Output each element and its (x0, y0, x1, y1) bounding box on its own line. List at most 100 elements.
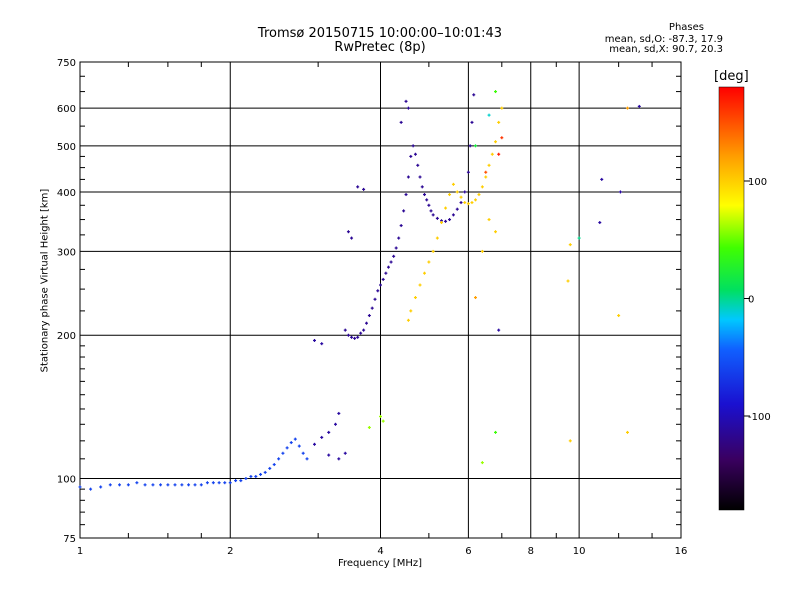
data-point (413, 152, 417, 156)
data-point (223, 481, 227, 485)
data-point (455, 207, 459, 211)
x-tick-label: 2 (227, 546, 233, 557)
x-tick-label: 6 (465, 546, 471, 557)
data-point (118, 483, 122, 487)
data-point (487, 113, 491, 117)
data-point (293, 437, 297, 441)
y-tick-label: 500 (57, 142, 76, 153)
data-point (487, 163, 491, 167)
data-point (305, 457, 309, 461)
data-point (497, 328, 501, 332)
data-point (618, 190, 622, 194)
data-point (320, 435, 324, 439)
data-point (420, 185, 424, 189)
data-point (389, 260, 393, 264)
data-point (455, 190, 459, 194)
data-point (399, 224, 403, 228)
phases-x-mode-stats: mean, sd,X: 90.7, 20.3 (609, 44, 723, 55)
data-point (494, 430, 498, 434)
data-point (600, 177, 604, 181)
data-point (451, 213, 455, 217)
data-point (435, 236, 439, 240)
data-point (470, 201, 474, 205)
data-point (472, 93, 476, 97)
data-point (108, 483, 112, 487)
data-point (459, 201, 463, 205)
data-point (484, 170, 488, 174)
x-tick-label: 8 (528, 546, 534, 557)
data-point (99, 485, 103, 489)
data-point (272, 463, 276, 467)
phases-title: Phases (668, 22, 704, 33)
data-point (379, 414, 382, 418)
data-point (211, 481, 215, 485)
data-point (365, 321, 369, 325)
data-point (297, 444, 301, 448)
data-point (199, 483, 203, 487)
colorbar-tick-label: -100 (748, 412, 771, 423)
data-point (494, 140, 498, 144)
colorbar-ticks: 100 0 -100 (744, 177, 771, 423)
data-point (249, 474, 253, 478)
data-point (373, 297, 377, 301)
data-point (173, 483, 177, 487)
data-point (301, 451, 305, 455)
data-point (353, 336, 357, 340)
data-point (166, 483, 170, 487)
data-point (568, 439, 572, 443)
data-point (367, 314, 371, 318)
data-point (89, 487, 93, 491)
data-point (484, 175, 488, 179)
data-point (497, 120, 501, 124)
data-point (320, 342, 324, 346)
data-point (637, 104, 641, 108)
data-point (418, 283, 422, 287)
colorbar-tick-label: 100 (748, 177, 767, 188)
data-point (285, 446, 289, 450)
data-point (259, 472, 263, 476)
data-point (625, 106, 629, 110)
data-point (362, 328, 366, 332)
data-point (444, 219, 448, 223)
data-point (566, 279, 570, 283)
data-points (78, 90, 641, 491)
data-point (418, 175, 422, 179)
data-point (234, 479, 238, 483)
data-point (500, 136, 504, 140)
data-point (448, 218, 452, 222)
y-tick-label: 200 (57, 331, 76, 342)
data-point (466, 170, 470, 174)
data-point (625, 430, 629, 434)
y-tick-label: 600 (57, 104, 76, 115)
data-point (143, 483, 147, 487)
data-point (392, 254, 396, 258)
data-point (459, 195, 463, 199)
data-point (337, 411, 341, 415)
data-point (356, 185, 360, 189)
data-point (362, 187, 366, 191)
data-point (406, 106, 410, 110)
data-point (440, 221, 444, 225)
data-point (463, 190, 467, 194)
data-point (333, 422, 337, 426)
data-point (425, 198, 429, 202)
data-point (598, 221, 602, 225)
data-point (126, 483, 130, 487)
data-point (568, 243, 572, 247)
chart-subtitle: RwPretec (8p) (334, 40, 426, 55)
phases-o-mode-stats: mean, sd,O: -87.3, 17.9 (604, 34, 723, 45)
data-point (413, 296, 417, 300)
data-point (337, 457, 341, 461)
data-point (451, 182, 455, 186)
data-point (343, 451, 347, 455)
data-point (180, 483, 184, 487)
grid-lines (80, 62, 681, 538)
data-point (494, 230, 498, 234)
data-point (193, 483, 197, 487)
data-point (463, 201, 467, 205)
x-tick-label: 16 (675, 546, 688, 557)
x-tick-label: 4 (377, 546, 383, 557)
data-point (480, 461, 484, 465)
data-point (356, 335, 360, 339)
data-point (477, 193, 481, 197)
